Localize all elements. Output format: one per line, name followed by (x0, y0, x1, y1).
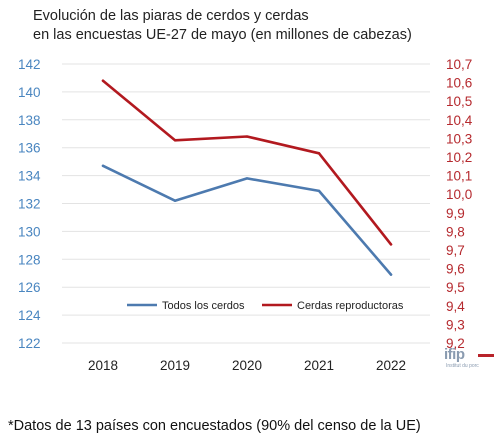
left-axis-tick-label: 132 (18, 197, 41, 212)
right-axis-tick-label: 9,9 (446, 206, 465, 221)
data-point (173, 199, 177, 202)
x-axis-tick-label: 2021 (304, 358, 334, 373)
right-axis-tick-label: 9,4 (446, 299, 465, 314)
data-point (245, 177, 249, 180)
right-axis-tick-label: 10,1 (446, 169, 472, 184)
data-point (389, 243, 393, 246)
right-axis-tick-label: 9,6 (446, 262, 465, 277)
left-axis-tick-label: 130 (18, 224, 41, 239)
data-point (245, 135, 249, 138)
right-axis-tick-label: 10,6 (446, 76, 472, 91)
logo-text: ifip (444, 346, 465, 363)
logo-subtitle: Institut du porc (446, 363, 479, 369)
footnote: *Datos de 13 países con encuestados (90%… (8, 418, 421, 434)
data-point (101, 164, 105, 168)
right-axis-tick-label: 10,2 (446, 150, 472, 165)
series-lines (101, 79, 393, 276)
left-axis-tick-label: 126 (18, 280, 41, 295)
right-axis-tick-label: 9,8 (446, 224, 465, 239)
x-axis-tick-label: 2018 (88, 358, 118, 373)
data-point (173, 139, 177, 142)
data-point (389, 273, 393, 276)
right-axis-tick-label: 10,7 (446, 57, 472, 72)
chart-title-line-1: Evolución de las piaras de cerdos y cerd… (33, 8, 309, 24)
ifip-logo: ifip Institut du porc (444, 346, 496, 372)
x-axis-tick-label: 2020 (232, 358, 262, 373)
data-point (317, 152, 321, 155)
right-axis-tick-label: 10,0 (446, 187, 472, 202)
right-axis-tick-label: 9,7 (446, 243, 465, 258)
right-axis-ticks: 10,7 10,6 10,5 10,4 10,3 10,2 10,1 10,0 9,9 9,8 9,… (446, 57, 473, 351)
right-axis-tick-label: 10,5 (446, 94, 472, 109)
data-point (101, 79, 105, 82)
chart-title-line-2: en las encuestas UE-27 de mayo (en millo… (33, 27, 412, 43)
left-axis-tick-label: 136 (18, 141, 41, 156)
left-axis-tick-label: 134 (18, 169, 41, 184)
right-axis-tick-label: 9,5 (446, 280, 465, 295)
x-axis-ticks: 2018 2019 2020 2021 2022 (88, 358, 406, 373)
data-point (317, 189, 321, 193)
left-axis-tick-label: 122 (18, 336, 41, 351)
gridlines (62, 63, 430, 344)
chart-title: Evolución de las piaras de cerdos y cerd… (33, 7, 493, 45)
legend: Todos los cerdos Cerdas reproductoras (127, 300, 404, 312)
legend-label-1: Todos los cerdos (162, 300, 245, 312)
left-axis-tick-label: 140 (18, 85, 41, 100)
right-axis-tick-label: 10,4 (446, 113, 473, 128)
left-axis-tick-label: 128 (18, 252, 41, 267)
x-axis-tick-label: 2019 (160, 358, 190, 373)
right-axis-tick-label: 10,3 (446, 131, 472, 146)
right-axis-tick-label: 9,3 (446, 317, 465, 332)
legend-label-2: Cerdas reproductoras (297, 300, 404, 312)
series-line-1 (101, 164, 393, 276)
left-axis-tick-label: 138 (18, 113, 41, 128)
x-axis-tick-label: 2022 (376, 358, 406, 373)
left-axis-tick-label: 142 (18, 57, 41, 72)
logo-dash (478, 354, 494, 357)
left-axis-tick-label: 124 (18, 308, 41, 323)
right-axis-tick-label: 9,2 (446, 336, 465, 351)
left-axis-ticks: 142 140 138 136 134 132 130 128 126 124 122 (18, 57, 41, 351)
series-line-2 (101, 79, 393, 246)
